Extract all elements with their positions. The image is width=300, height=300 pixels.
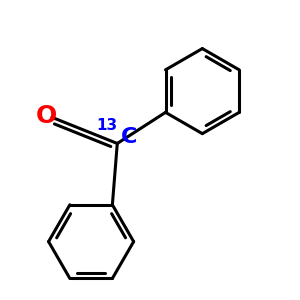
Text: 13: 13	[96, 118, 117, 133]
Text: C: C	[121, 127, 137, 147]
Text: O: O	[35, 103, 57, 127]
